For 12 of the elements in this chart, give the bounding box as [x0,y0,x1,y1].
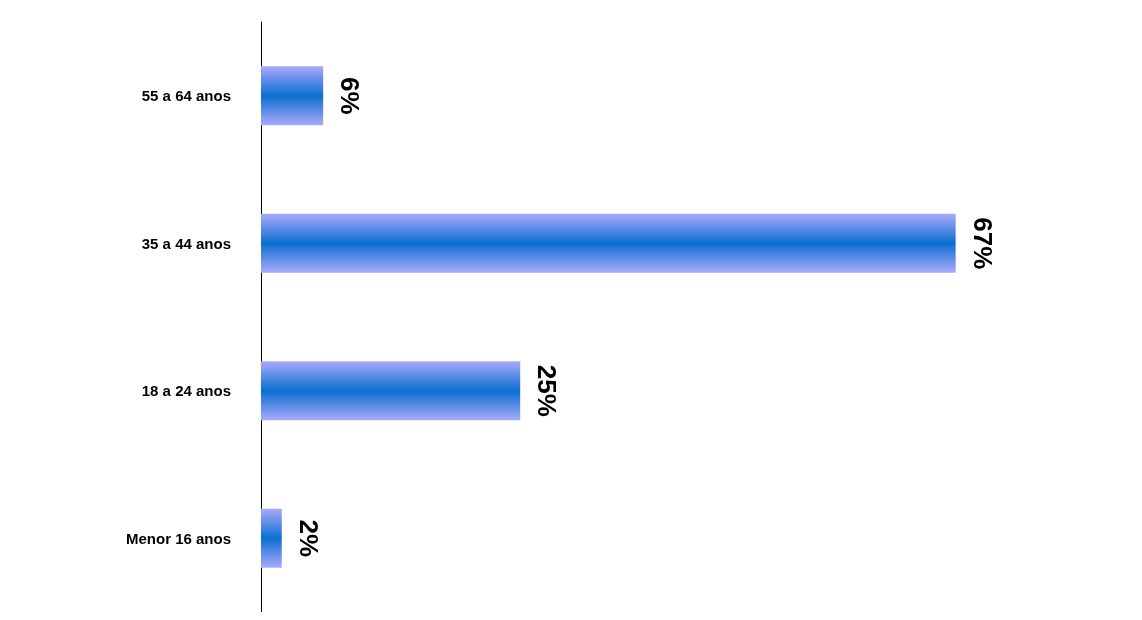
bar [261,213,956,273]
y-tick-label: 55 a 64 anos [141,87,231,105]
y-tick-label: 18 a 24 anos [141,382,231,400]
bar [261,361,521,421]
y-tick-label: Menor 16 anos [125,529,231,547]
y-tick-label: 35 a 44 anos [141,234,231,252]
data-label: 2% [293,519,324,558]
bar [261,508,282,568]
data-label: 67% [967,217,998,270]
bar [261,66,324,126]
data-label: 25% [532,364,563,417]
data-label: 6% [335,76,366,115]
